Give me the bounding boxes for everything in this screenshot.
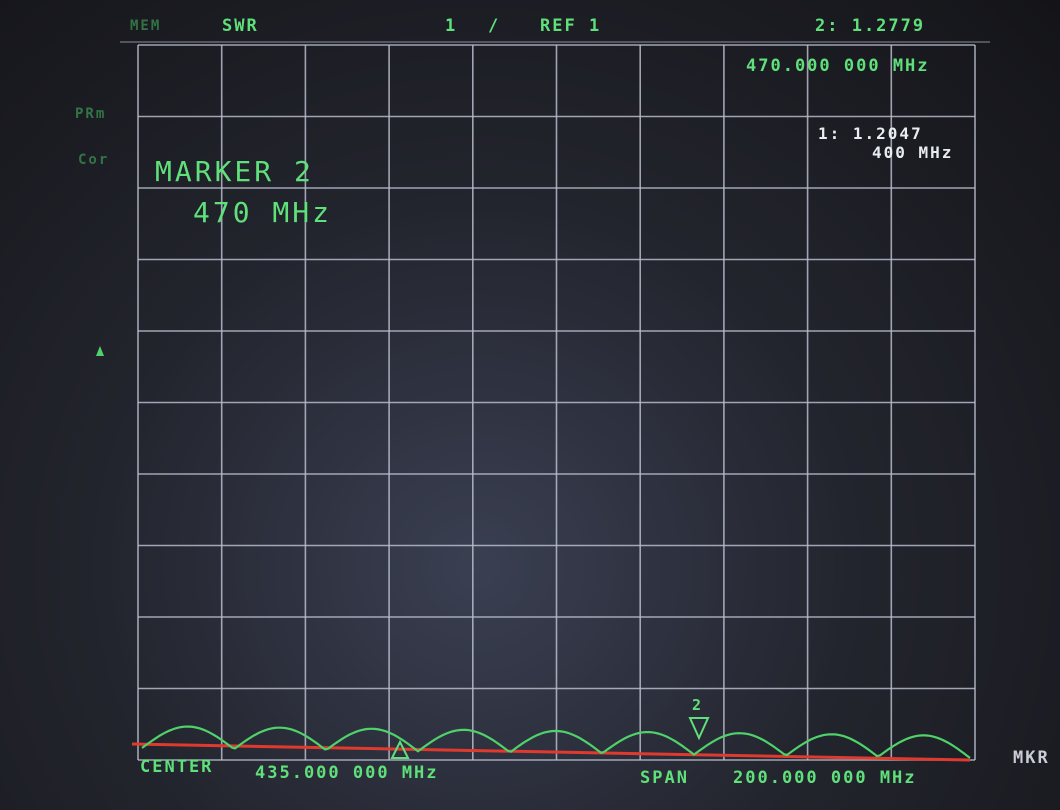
center-label: CENTER bbox=[140, 757, 213, 777]
header-format: SWR bbox=[222, 16, 259, 36]
marker-note-title: MARKER 2 bbox=[155, 155, 314, 188]
scale-arrow bbox=[96, 346, 104, 356]
center-frequency: 435.000 000 MHz bbox=[255, 763, 439, 783]
marker1-frequency: 400 MHz bbox=[872, 143, 953, 162]
display-graphics bbox=[0, 0, 1060, 810]
marker1-value: 1: 1.2047 bbox=[818, 124, 923, 143]
header-ref: REF 1 bbox=[540, 16, 601, 36]
trace-marker-label: 2 bbox=[692, 696, 703, 714]
span-frequency: 200.000 000 MHz bbox=[733, 768, 917, 788]
header-mem: MEM bbox=[130, 18, 161, 34]
softkey-cor: Cor bbox=[78, 152, 109, 168]
header-marker-readout: 2: 1.2779 bbox=[815, 16, 925, 36]
softkey-prm: PRm bbox=[75, 106, 106, 122]
marker-triangle bbox=[690, 718, 708, 738]
header-separator: / bbox=[488, 16, 500, 36]
marker-note-frequency: 470 MHz bbox=[193, 196, 332, 229]
header-channel: 1 bbox=[445, 16, 457, 36]
marker-frequency: 470.000 000 MHz bbox=[746, 56, 930, 76]
span-label: SPAN bbox=[640, 768, 689, 788]
reference-line bbox=[132, 744, 970, 760]
side-softkey: MKR bbox=[1013, 748, 1050, 768]
analyzer-screen: MEM SWR 1 / REF 1 2: 1.2779 PRm Cor 470.… bbox=[0, 0, 1060, 810]
